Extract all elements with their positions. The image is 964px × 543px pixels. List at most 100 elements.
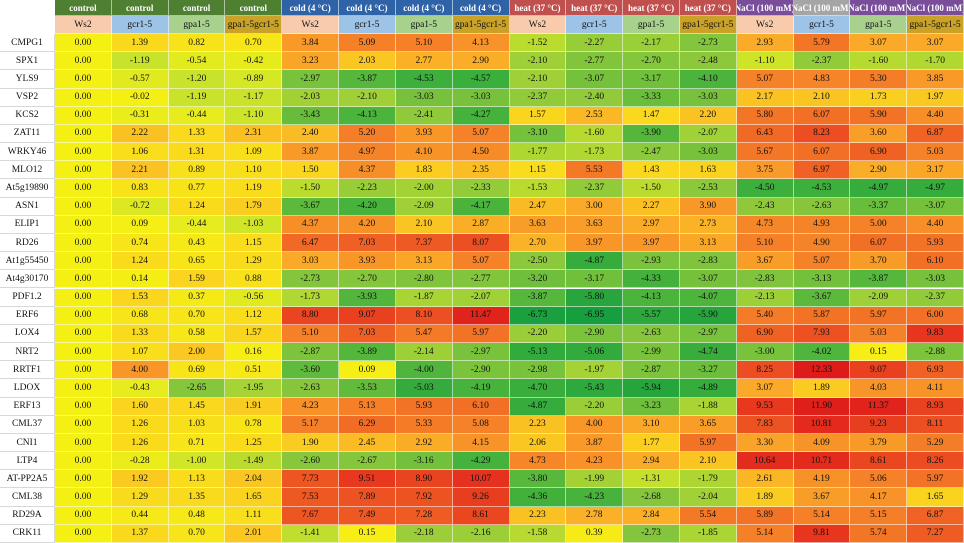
genotype-header: gcr1-5 — [339, 16, 396, 34]
heatmap-cell: -4.17 — [452, 197, 510, 216]
heatmap-cell: 5.90 — [850, 106, 908, 125]
gene-label: CRK11 — [0, 524, 55, 543]
heatmap-cell: 1.43 — [623, 161, 680, 180]
heatmap-cell: -3.16 — [395, 452, 453, 471]
condition-header: cold (4 °C) — [452, 0, 510, 16]
heatmap-cell: -3.03 — [679, 143, 737, 162]
heatmap-cell: -0.89 — [225, 70, 283, 89]
heatmap-cell: -3.27 — [679, 361, 737, 380]
gene-label: LTP4 — [0, 452, 55, 471]
heatmap-cell: 5.30 — [850, 70, 908, 89]
heatmap-cell: 0.00 — [55, 52, 112, 71]
heatmap-cell: -0.72 — [111, 197, 169, 216]
heatmap-cell: 0.00 — [55, 252, 112, 271]
heatmap-cell: -1.60 — [566, 124, 624, 144]
heatmap-cell: -4.20 — [339, 197, 396, 216]
heatmap-cell: 12.33 — [793, 361, 851, 380]
heatmap-cell: 5.97 — [452, 324, 510, 344]
heatmap-cell: 1.11 — [225, 506, 283, 525]
heatmap-cell: 5.87 — [793, 306, 851, 325]
heatmap-cell: 3.97 — [623, 233, 680, 253]
heatmap-cell: 11.90 — [793, 397, 851, 416]
heatmap-cell: 1.83 — [395, 161, 453, 180]
heatmap-cell: 3.93 — [395, 124, 453, 144]
heatmap-cell: -1.31 — [623, 470, 680, 489]
heatmap-cell: -3.90 — [623, 124, 680, 144]
heatmap-cell: 5.47 — [395, 324, 453, 344]
heatmap-cell: 0.09 — [111, 215, 169, 234]
heatmap-cell: 8.80 — [282, 306, 340, 325]
heatmap-cell: 7.67 — [282, 506, 340, 525]
heatmap-cell: 3.90 — [679, 197, 737, 216]
heatmap-cell: 0.16 — [225, 343, 283, 362]
heatmap-cell: 1.89 — [736, 488, 794, 507]
heatmap-cell: -2.27 — [566, 34, 624, 53]
heatmap-cell: 3.10 — [623, 415, 680, 434]
heatmap-cell: 3.07 — [850, 34, 908, 53]
heatmap-cell: -2.63 — [282, 379, 340, 398]
heatmap-cell: -4.00 — [395, 361, 453, 380]
heatmap-cell: -4.97 — [850, 179, 908, 198]
condition-header: heat (37 °C) — [623, 0, 680, 16]
heatmap-cell: -1.19 — [111, 52, 169, 71]
heatmap-cell: -3.20 — [509, 270, 567, 289]
heatmap-cell: -3.60 — [282, 361, 340, 380]
heatmap-cell: -4.97 — [907, 179, 964, 198]
heatmap-cell: 1.45 — [168, 397, 226, 416]
heatmap-cell: 2.61 — [736, 470, 794, 489]
heatmap-cell: -3.23 — [623, 397, 680, 416]
heatmap-cell: 5.20 — [339, 124, 396, 144]
heatmap-cell: 10.81 — [793, 415, 851, 434]
heatmap-cell: -4.23 — [566, 488, 624, 507]
heatmap-cell: -1.00 — [168, 452, 226, 471]
heatmap-cell: 0.00 — [55, 215, 112, 234]
heatmap-cell: -2.37 — [566, 179, 624, 198]
heatmap-cell: -2.90 — [566, 324, 624, 344]
heatmap-cell: 4.15 — [452, 433, 510, 453]
heatmap-cell: 8.25 — [736, 361, 794, 380]
heatmap-cell: 2.84 — [623, 506, 680, 525]
heatmap-cell: -2.87 — [282, 343, 340, 362]
heatmap-cell: -2.09 — [850, 288, 908, 307]
gene-label: ELIP1 — [0, 215, 55, 234]
heatmap-cell: 3.67 — [736, 252, 794, 271]
heatmap-cell: 4.17 — [850, 488, 908, 507]
genotype-header: Ws2 — [282, 16, 340, 34]
heatmap-cell: -3.10 — [509, 124, 567, 144]
heatmap-cell: 4.23 — [566, 452, 624, 471]
heatmap-cell: 9.83 — [907, 324, 964, 344]
heatmap-cell: 3.07 — [907, 34, 964, 53]
heatmap-cell: -5.03 — [395, 379, 453, 398]
heatmap-cell: 0.00 — [55, 343, 112, 362]
heatmap-cell: -1.85 — [679, 524, 737, 543]
heatmap-cell: -2.23 — [339, 179, 396, 198]
genotype-header: Ws2 — [55, 16, 112, 34]
heatmap-cell: 8.61 — [452, 506, 510, 525]
heatmap-cell: 3.13 — [395, 252, 453, 271]
heatmap-cell: -3.07 — [566, 70, 624, 89]
heatmap-cell: 7.03 — [339, 324, 396, 344]
gene-label: WRKY46 — [0, 143, 55, 162]
heatmap-cell: 1.60 — [111, 397, 169, 416]
condition-header: cold (4 °C) — [395, 0, 453, 16]
gene-label: ASN1 — [0, 197, 55, 216]
heatmap-cell: 5.10 — [282, 324, 340, 344]
gene-label: CML37 — [0, 415, 55, 434]
heatmap-cell: -4.13 — [623, 288, 680, 307]
genotype-header: gpa1-5gcr1-5 — [225, 16, 283, 34]
heatmap-cell: -3.87 — [509, 288, 567, 307]
heatmap-cell: 6.29 — [339, 415, 396, 434]
heatmap-cell: 1.33 — [111, 324, 169, 344]
heatmap-cell: 0.00 — [55, 161, 112, 180]
heatmap-cell: -2.00 — [395, 179, 453, 198]
heatmap-cell: 4.90 — [793, 233, 851, 253]
heatmap-cell: -1.95 — [225, 379, 283, 398]
heatmap-cell: -2.70 — [623, 52, 680, 71]
heatmap-cell: -2.99 — [623, 343, 680, 362]
heatmap-cell: 2.00 — [168, 343, 226, 362]
heatmap-cell: -3.67 — [793, 288, 851, 307]
gene-label: MLO12 — [0, 161, 55, 180]
heatmap-cell: -2.88 — [907, 343, 964, 362]
heatmap-cell: -2.63 — [793, 197, 851, 216]
